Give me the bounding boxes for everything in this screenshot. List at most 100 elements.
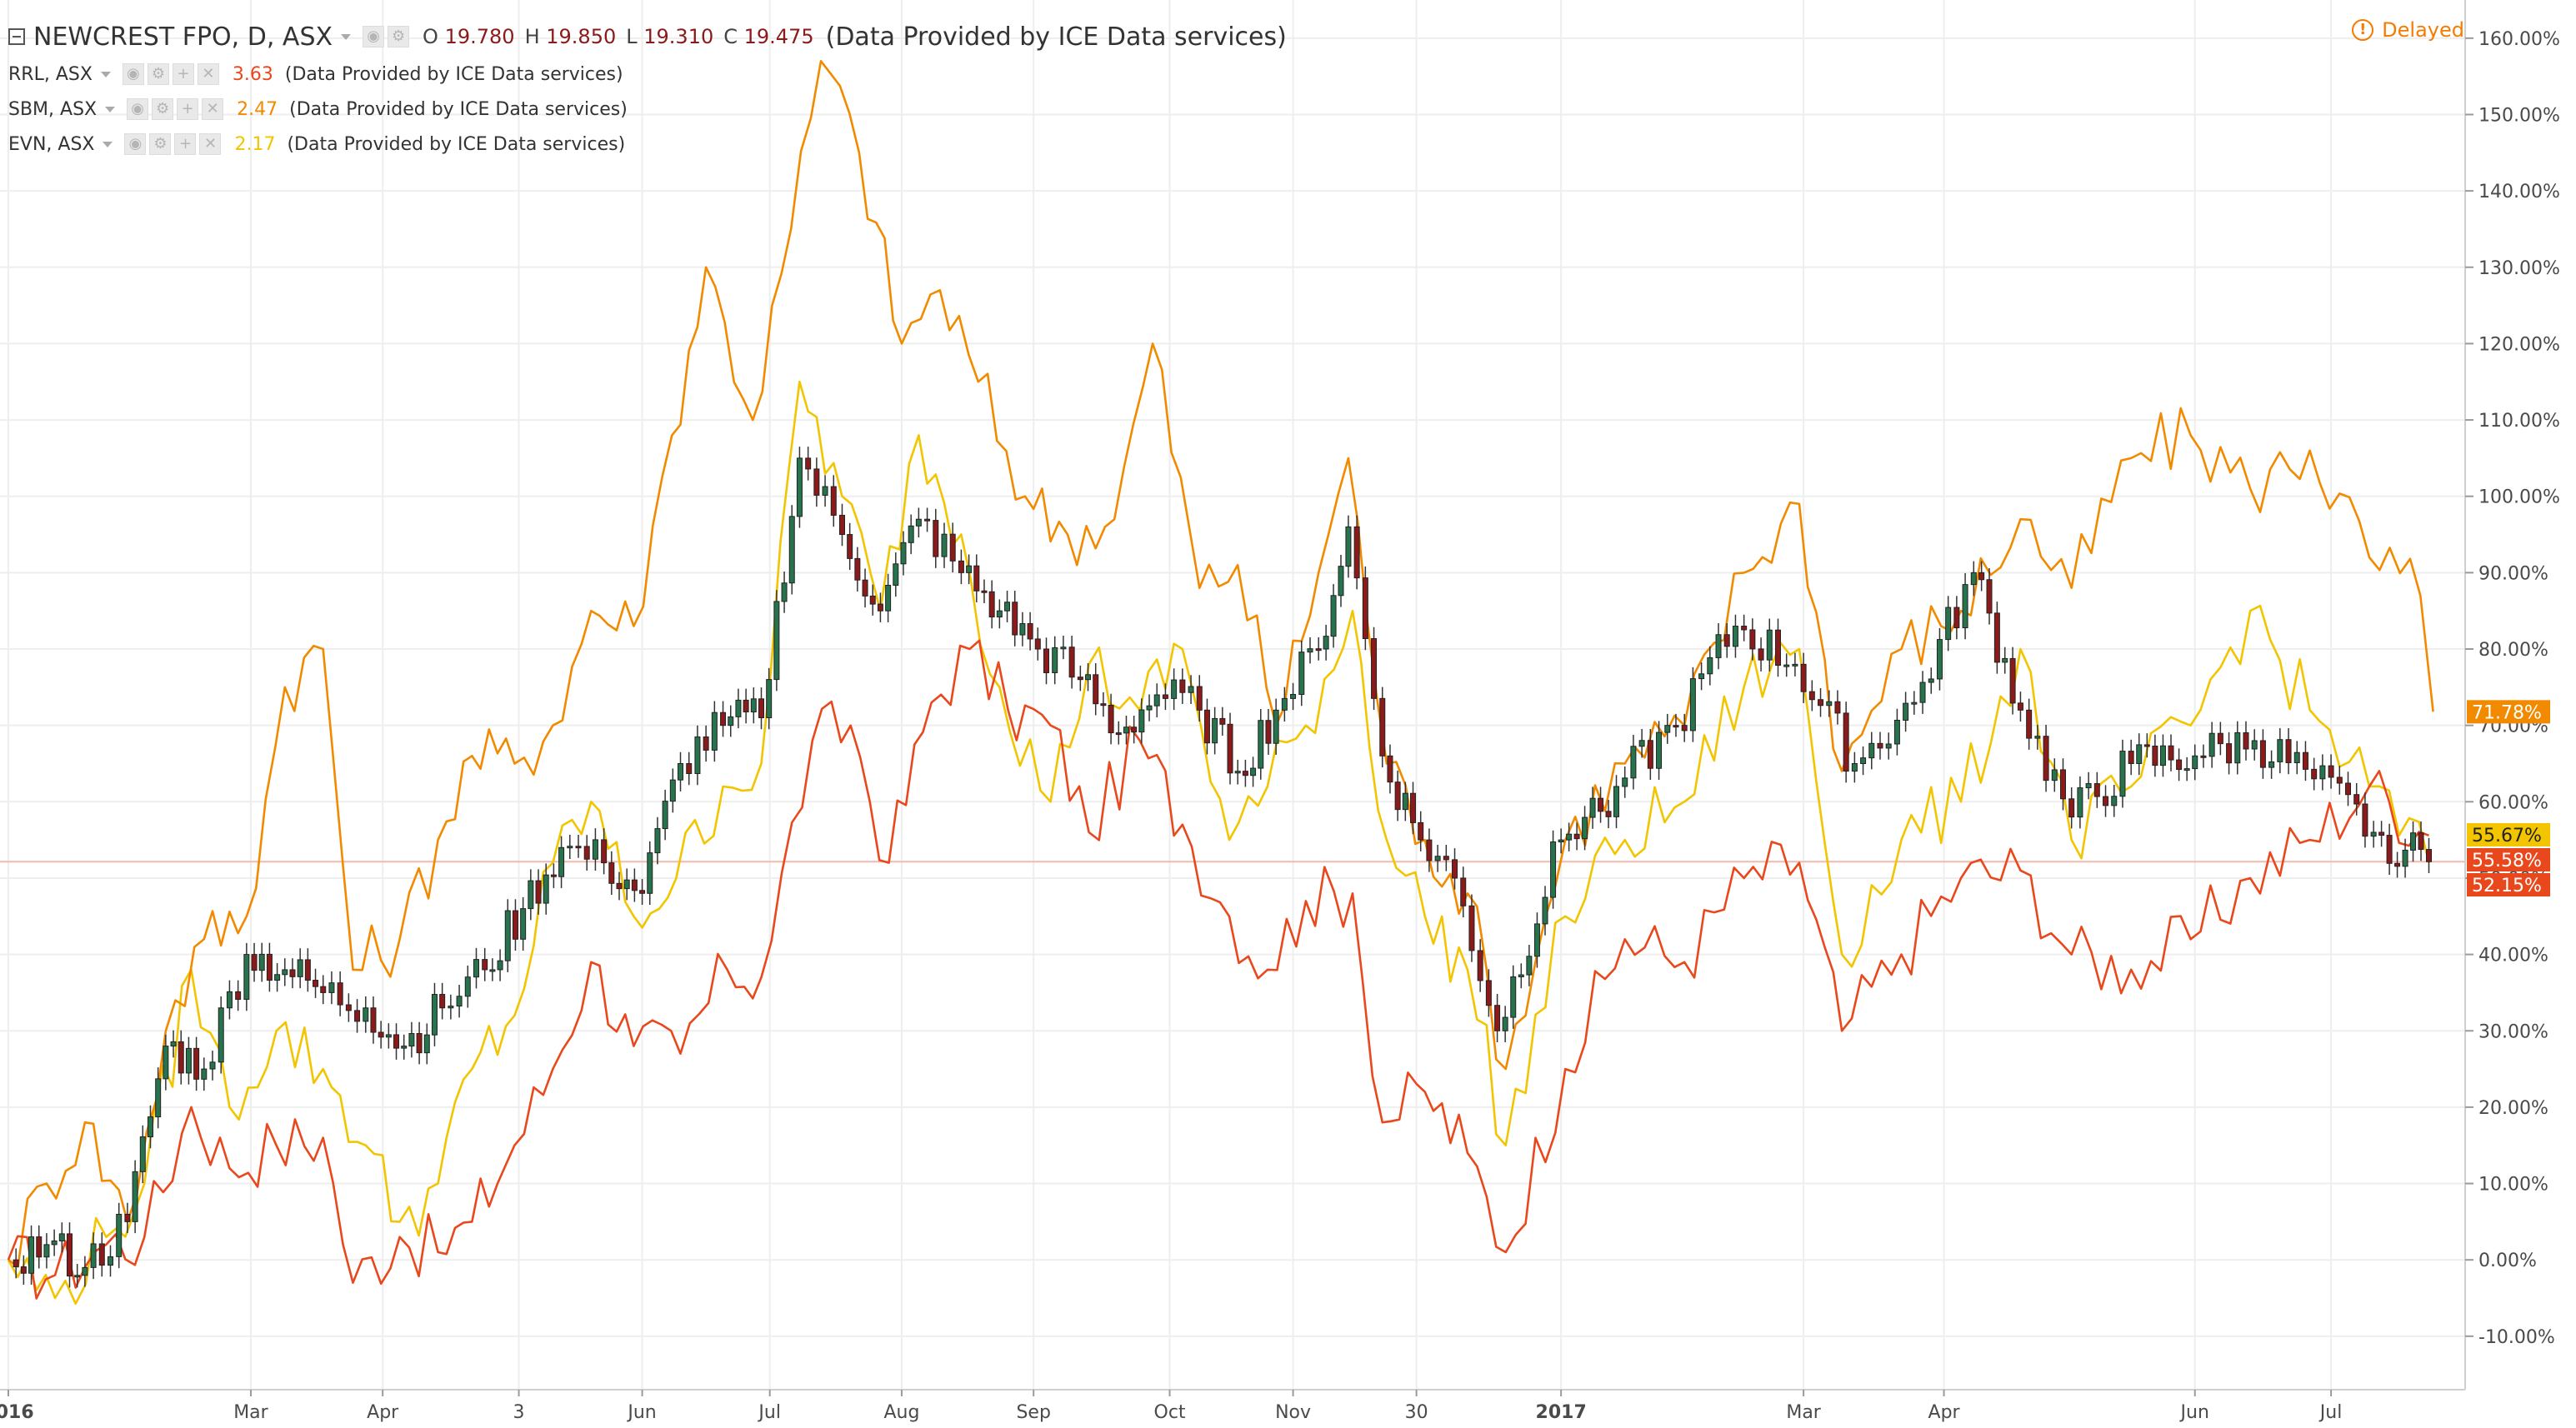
- candle: [1656, 721, 1663, 780]
- last-value-badge: 55.58%: [2467, 847, 2550, 871]
- candle: [1970, 561, 1977, 597]
- candle: [289, 958, 296, 989]
- candle: [1936, 627, 1943, 691]
- y-tick-label: 60.00%: [2478, 792, 2548, 813]
- candle: [2234, 721, 2241, 775]
- eye-icon[interactable]: ◉: [124, 133, 147, 155]
- chevron-down-icon[interactable]: [103, 141, 113, 147]
- y-tick-label: 20.00%: [2478, 1098, 2548, 1119]
- settings-icon[interactable]: ⚙: [149, 133, 172, 155]
- eye-icon[interactable]: ◉: [363, 26, 385, 47]
- time-axis[interactable]: 2016 Mar Apr 3 Jun Jul Aug Sep Oct Nov 30 2017 Mar Ap…: [0, 1389, 2465, 1423]
- candle: [1502, 1006, 1508, 1042]
- last-value-label: 71.78%: [2472, 702, 2542, 723]
- candle: [1986, 568, 1993, 625]
- candle: [1443, 844, 1449, 871]
- candle: [1945, 596, 1952, 652]
- delayed-status[interactable]: ! Delayed: [2352, 18, 2464, 42]
- candle: [1732, 614, 1738, 658]
- legend-row-rrl: RRL, ASX ◉ ⚙ + ✕ 3.63 (Data Provided by …: [8, 57, 1287, 92]
- chevron-down-icon[interactable]: [100, 71, 111, 77]
- eye-icon[interactable]: ◉: [127, 98, 149, 120]
- candle: [973, 554, 980, 602]
- candle: [1533, 912, 1540, 968]
- collapse-legend-button[interactable]: [8, 28, 25, 45]
- close-icon[interactable]: ✕: [199, 133, 222, 155]
- candle: [2043, 724, 2049, 792]
- candle: [616, 871, 623, 901]
- price-axis[interactable]: 160.00% 150.00% 140.00% 130.00% 120.00% 110.0…: [2464, 0, 2560, 1390]
- candle: [258, 942, 265, 982]
- candle: [2085, 771, 2092, 800]
- candle: [416, 1021, 423, 1065]
- candle: [1993, 602, 2000, 674]
- settings-icon[interactable]: ⚙: [147, 63, 169, 85]
- candle: [1034, 627, 1041, 661]
- candle: [2226, 731, 2233, 775]
- candle: [139, 1125, 146, 1184]
- candle: [354, 999, 361, 1033]
- main-symbol[interactable]: NEWCREST FPO, D, ASX: [33, 22, 333, 52]
- candle: [1843, 702, 1849, 783]
- candle: [456, 985, 463, 1018]
- candle: [163, 1034, 169, 1091]
- candle: [1123, 716, 1129, 745]
- candle: [2319, 754, 2326, 791]
- candle: [2302, 741, 2308, 781]
- candle: [1885, 732, 1892, 760]
- candle: [1978, 561, 1985, 592]
- close-icon[interactable]: ✕: [197, 63, 219, 85]
- candle: [1919, 671, 1926, 714]
- move-icon[interactable]: +: [177, 98, 199, 120]
- candle: [838, 503, 845, 547]
- overlay-value: 3.63: [232, 63, 273, 85]
- candle: [1004, 591, 1011, 622]
- candle: [36, 1225, 43, 1269]
- candle: [2111, 785, 2118, 817]
- settings-icon[interactable]: ⚙: [388, 26, 410, 47]
- move-icon[interactable]: +: [174, 133, 197, 155]
- eye-icon[interactable]: ◉: [122, 63, 144, 85]
- candle: [1558, 828, 1564, 854]
- move-icon[interactable]: +: [172, 63, 194, 85]
- y-tick-label: 150.00%: [2478, 105, 2560, 126]
- candle: [320, 975, 327, 1005]
- candle: [908, 514, 914, 555]
- candle: [1330, 584, 1337, 648]
- candle: [43, 1233, 50, 1269]
- x-tick-label: 2017: [1536, 1402, 1587, 1423]
- ohlc-low: 19.310: [643, 25, 714, 48]
- candle: [1953, 596, 1960, 640]
- candle: [2136, 733, 2143, 776]
- x-tick-label: Jul: [2318, 1402, 2343, 1423]
- x-tick-label: Apr: [1928, 1402, 1961, 1423]
- overlay-symbol[interactable]: SBM, ASX: [8, 98, 98, 120]
- candle: [2243, 721, 2249, 761]
- candle: [862, 568, 868, 608]
- candle: [601, 828, 608, 875]
- candle: [1162, 683, 1168, 711]
- x-tick-label: Mar: [233, 1402, 268, 1423]
- candle: [1638, 729, 1645, 758]
- candle: [2159, 734, 2166, 777]
- candle: [893, 552, 899, 597]
- close-icon[interactable]: ✕: [202, 98, 224, 120]
- settings-icon[interactable]: ⚙: [152, 98, 174, 120]
- candle: [328, 971, 335, 1005]
- chevron-down-icon[interactable]: [341, 33, 352, 40]
- x-tick-label: Aug: [883, 1402, 919, 1423]
- candle: [2103, 785, 2109, 817]
- x-tick-label: 2016: [0, 1402, 34, 1423]
- candle: [1460, 866, 1467, 918]
- candle: [1281, 687, 1288, 722]
- main-series-controls: ◉ ⚙: [363, 26, 410, 47]
- chevron-down-icon[interactable]: [105, 106, 116, 112]
- x-tick-label: Oct: [1154, 1402, 1186, 1423]
- candle: [1153, 683, 1160, 717]
- candle: [1647, 729, 1653, 780]
- overlay-symbol[interactable]: RRL, ASX: [8, 63, 93, 85]
- overlay-symbol[interactable]: EVN, ASX: [8, 133, 95, 155]
- series-line-sbm: [8, 60, 2434, 1268]
- candle: [297, 948, 303, 989]
